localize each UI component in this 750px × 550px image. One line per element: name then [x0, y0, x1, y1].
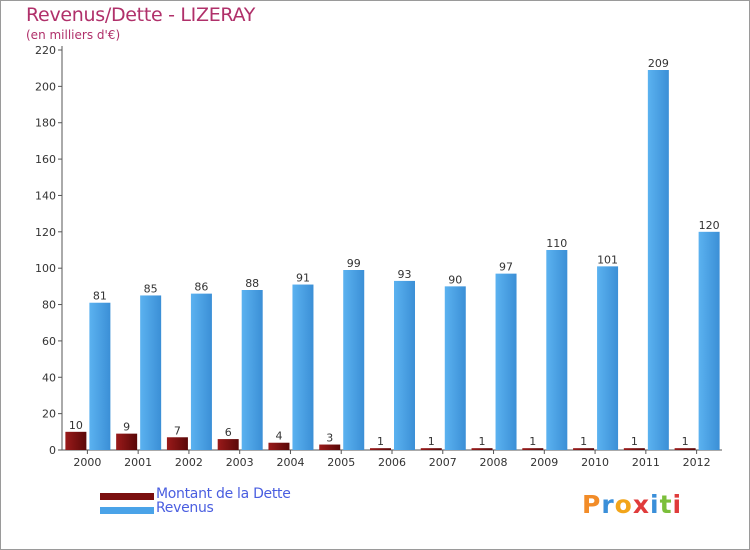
bar-dette: [116, 433, 138, 450]
chart-axes: 0 20 40 60 80 100 120 140 160 180 200 220 2000 2001 20…: [35, 44, 722, 469]
y-tick-label: 100: [35, 262, 56, 275]
logo-letter: x: [632, 490, 650, 519]
x-tick-label: 2003: [226, 456, 254, 469]
data-label-revenus: 120: [699, 219, 720, 232]
proxiti-logo: Proxiti: [582, 490, 682, 519]
bar-revenus: [444, 286, 466, 450]
bar-dette: [319, 444, 341, 450]
data-label-revenus: 88: [245, 277, 259, 290]
y-tick-label: 80: [42, 299, 56, 312]
bar-dette: [623, 448, 645, 450]
data-label-dette: 4: [275, 430, 282, 443]
bar-revenus: [190, 293, 212, 450]
x-tick-label: 2011: [632, 456, 660, 469]
legend-label-revenus: Revenus: [156, 500, 214, 516]
y-tick-label: 60: [42, 335, 56, 348]
data-label-dette: 6: [225, 426, 232, 439]
data-label-dette: 7: [174, 424, 181, 437]
bar-dette: [268, 442, 290, 450]
data-label-revenus: 99: [347, 257, 361, 270]
bar-revenus: [140, 295, 162, 450]
y-tick-label: 220: [35, 44, 56, 57]
bar-dette: [471, 448, 493, 450]
x-tick-label: 2008: [480, 456, 508, 469]
legend-label-dette: Montant de la Dette: [156, 486, 291, 502]
bar-revenus: [89, 302, 111, 450]
x-tick-label: 2002: [175, 456, 203, 469]
y-tick-label: 160: [35, 153, 56, 166]
bar-revenus: [647, 70, 669, 450]
logo-letter: o: [614, 490, 633, 519]
data-label-dette: 1: [377, 435, 384, 448]
y-tick-label: 180: [35, 117, 56, 130]
x-tick-label: 2001: [124, 456, 152, 469]
data-label-revenus: 101: [597, 253, 618, 266]
data-label-dette: 9: [123, 421, 130, 434]
legend-swatch-dette: [100, 493, 154, 500]
bar-dette: [65, 431, 87, 450]
legend-swatch-revenus: [100, 507, 154, 514]
chart-subtitle: (en milliers d'€): [26, 28, 121, 42]
logo-letter: P: [582, 490, 602, 519]
data-label-revenus: 81: [93, 290, 107, 303]
x-tick-label: 2007: [429, 456, 457, 469]
y-tick-label: 120: [35, 226, 56, 239]
bar-revenus: [698, 231, 720, 450]
x-tick-label: 2012: [683, 456, 711, 469]
bar-revenus: [292, 284, 314, 450]
bar-dette: [166, 437, 188, 450]
data-label-revenus: 209: [648, 57, 669, 70]
bar-dette: [573, 448, 595, 450]
data-label-dette: 1: [580, 435, 587, 448]
data-label-dette: 1: [631, 435, 638, 448]
x-tick-label: 2006: [378, 456, 406, 469]
data-label-dette: 1: [682, 435, 689, 448]
data-label-revenus: 90: [448, 273, 462, 286]
x-tick-label: 2004: [276, 456, 304, 469]
data-label-revenus: 91: [296, 272, 310, 285]
bar-revenus: [343, 270, 365, 450]
chart-labels: 10 81 9 85 7 86 6 88 4 91 3 99 1 93 1 90 1 97 1 110 1 101 1 209…: [69, 57, 720, 448]
y-tick-label: 20: [42, 408, 56, 421]
data-label-dette: 1: [529, 435, 536, 448]
logo-letter: t: [659, 490, 673, 519]
bar-dette: [370, 448, 391, 450]
bar-revenus: [495, 273, 517, 450]
bar-dette: [522, 448, 544, 450]
bar-revenus: [241, 290, 263, 450]
data-label-dette: 1: [428, 435, 435, 448]
bar-dette: [674, 448, 696, 450]
y-tick-label: 40: [42, 371, 56, 384]
x-tick-label: 2009: [530, 456, 558, 469]
x-tick-label: 2010: [581, 456, 609, 469]
bar-dette: [217, 439, 239, 450]
data-label-revenus: 85: [144, 282, 158, 295]
bar-revenus: [394, 280, 415, 450]
y-tick-label: 140: [35, 189, 56, 202]
data-label-dette: 1: [479, 435, 486, 448]
data-label-dette: 3: [326, 432, 333, 445]
data-label-revenus: 97: [499, 261, 513, 274]
x-tick-label: 2005: [327, 456, 355, 469]
data-label-revenus: 93: [398, 268, 412, 281]
logo-letter: r: [601, 490, 615, 519]
logo-letter: i: [672, 490, 683, 519]
chart-bars: [65, 70, 720, 450]
y-tick-label: 0: [49, 444, 56, 457]
data-label-revenus: 110: [546, 237, 567, 250]
y-tick-label: 200: [35, 80, 56, 93]
logo-letter: i: [650, 490, 660, 519]
x-tick-label: 2000: [73, 456, 101, 469]
bar-dette: [420, 448, 442, 450]
bar-revenus: [597, 266, 619, 450]
chart-title: Revenus/Dette - LIZERAY: [26, 4, 256, 26]
bar-revenus: [546, 250, 568, 450]
data-label-dette: 10: [69, 419, 83, 432]
data-label-revenus: 86: [194, 281, 208, 294]
